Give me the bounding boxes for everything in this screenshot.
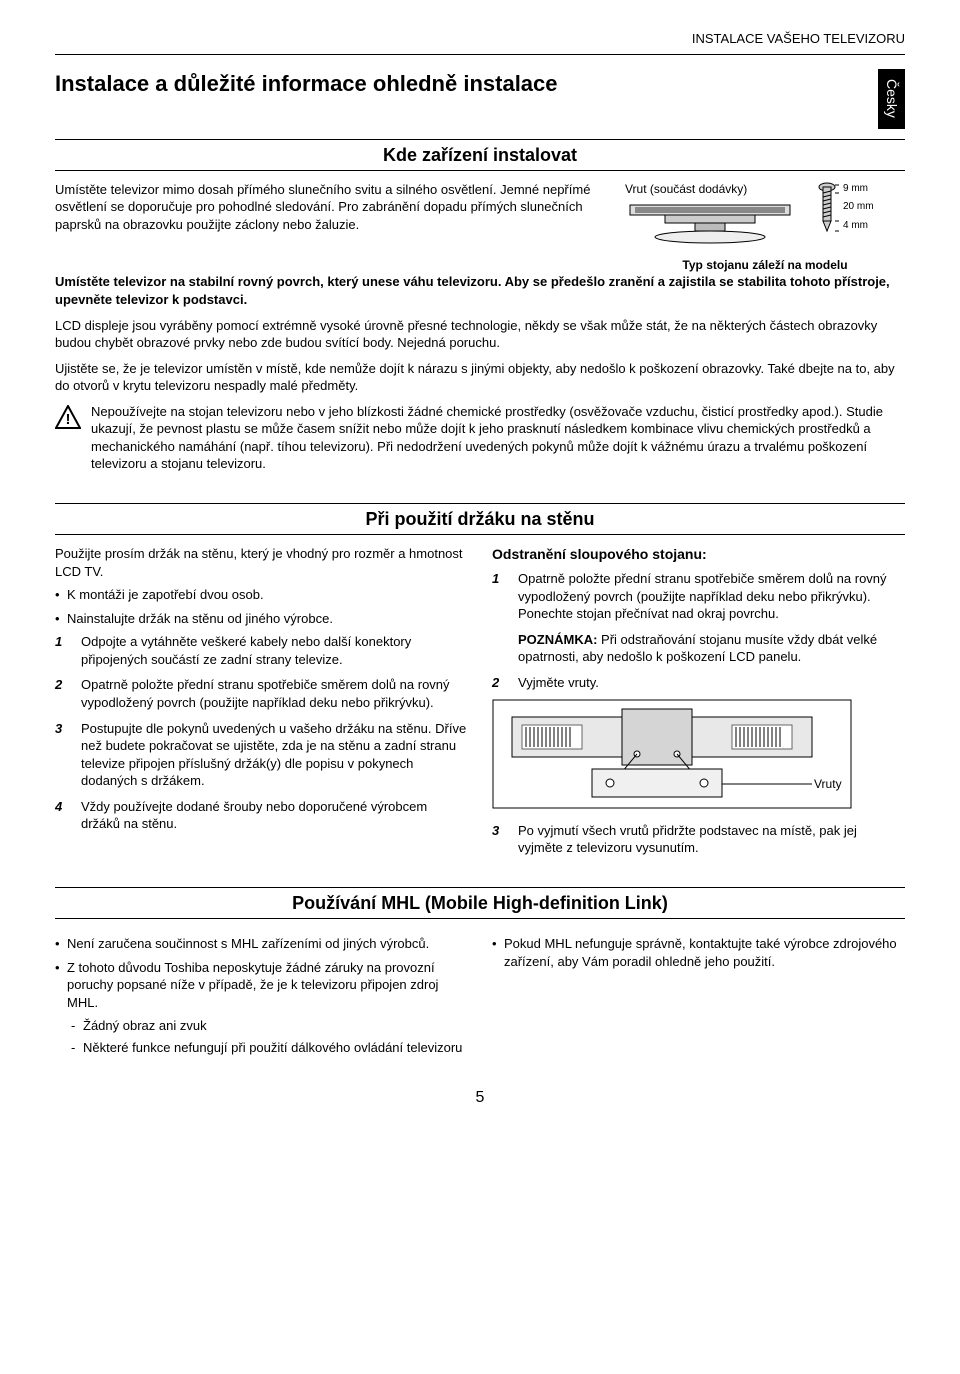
list-item: Není zaručena součinnost s MHL zařízením… <box>55 935 468 953</box>
step-text: Postupujte dle pokynů uvedených u vašeho… <box>81 720 468 790</box>
dim-4mm: 4 mm <box>843 220 868 231</box>
screw-caption: Vrut (součást dodávky) <box>625 181 795 197</box>
warning-icon: ! <box>55 405 81 429</box>
step-number: 3 <box>492 822 506 857</box>
page-header: INSTALACE VAŠEHO TELEVIZORU <box>55 30 905 48</box>
section-heading-mhl: Používání MHL (Mobile High-definition Li… <box>55 887 905 919</box>
section-heading-install: Kde zařízení instalovat <box>55 139 905 171</box>
step-text: Vždy používejte dodané šrouby nebo dopor… <box>81 798 468 833</box>
dim-9mm: 9 mm <box>843 183 868 194</box>
step-text: Opatrně položte přední stranu spotřebiče… <box>518 571 887 621</box>
paragraph: LCD displeje jsou vyráběny pomocí extrém… <box>55 317 905 352</box>
list-item: Nainstalujte držák na stěnu od jiného vý… <box>55 610 468 628</box>
sublist-item: Některé funkce nefungují při použití dál… <box>71 1039 468 1057</box>
list-item: Z tohoto důvodu Toshiba neposkytuje žádn… <box>55 959 468 1012</box>
screw-icon: 9 mm 20 mm 4 mm <box>813 181 873 245</box>
step-number: 2 <box>55 676 69 711</box>
step-text: Po vyjmutí všech vrutů přidržte podstave… <box>518 822 905 857</box>
main-title: Instalace a důležité informace ohledně i… <box>55 69 858 99</box>
page-number: 5 <box>55 1087 905 1109</box>
stand-caption: Typ stojanu záleží na modelu <box>625 257 905 273</box>
note-label: POZNÁMKA: <box>518 632 597 647</box>
stand-removal-diagram: Vruty <box>492 699 852 809</box>
step-number: 1 <box>492 570 506 666</box>
subheading-remove-stand: Odstranění sloupového stojanu: <box>492 545 905 564</box>
step-text: Opatrně položte přední stranu spotřebiče… <box>81 676 468 711</box>
step-number: 3 <box>55 720 69 790</box>
dim-20mm: 20 mm <box>843 201 873 212</box>
step-text: Odpojte a vytáhněte veškeré kabely nebo … <box>81 633 468 668</box>
warning-text: Nepoužívejte na stojan televizoru nebo v… <box>91 403 905 473</box>
paragraph: Použijte prosím držák na stěnu, který je… <box>55 545 468 580</box>
paragraph: Umístěte televizor na stabilní rovný pov… <box>55 273 905 308</box>
svg-text:Vruty: Vruty <box>814 777 842 791</box>
step-number: 2 <box>492 674 506 692</box>
step-number: 1 <box>55 633 69 668</box>
language-tab: Česky <box>878 69 905 129</box>
svg-text:!: ! <box>66 411 71 428</box>
step-number: 4 <box>55 798 69 833</box>
paragraph: Umístěte televizor mimo dosah přímého sl… <box>55 181 605 234</box>
list-item: K montáži je zapotřebí dvou osob. <box>55 586 468 604</box>
section-heading-wallmount: Při použití držáku na stěnu <box>55 503 905 535</box>
paragraph: Ujistěte se, že je televizor umístěn v m… <box>55 360 905 395</box>
list-item: Pokud MHL nefunguje správně, kontaktujte… <box>492 935 905 970</box>
sublist-item: Žádný obraz ani zvuk <box>71 1017 468 1035</box>
top-rule <box>55 54 905 55</box>
step-text: Vyjměte vruty. <box>518 674 905 692</box>
tv-stand-diagram <box>625 197 795 247</box>
